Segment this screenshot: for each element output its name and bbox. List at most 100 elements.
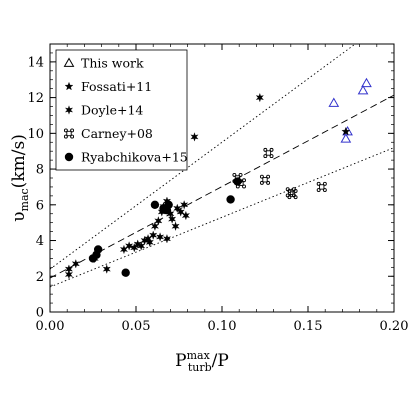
y-tick-label: 8 <box>36 163 44 178</box>
axes: 0.00 0.05 0.10 0.15 0.20 0 2 4 6 8 10 12 14 <box>27 43 409 334</box>
cmd-mark-loop <box>63 128 68 133</box>
title-subscript: mac <box>18 188 31 211</box>
cmd-mark-loop <box>266 180 271 185</box>
cmd-mark-loop <box>259 174 264 179</box>
title-tail: (km/s) <box>9 134 29 188</box>
cmd-mark-loop <box>293 189 298 193</box>
data-point-this-work <box>361 77 372 88</box>
cmd-mark-body <box>66 130 72 137</box>
legend-marker-this-work <box>63 57 75 67</box>
series-this-work <box>328 77 372 143</box>
cmd-mark-loop <box>269 147 274 152</box>
x-tick-label: 0.10 <box>208 319 237 334</box>
data-point-doyle-14 <box>154 216 163 226</box>
data-point-this-work <box>340 133 352 143</box>
data-point-doyle-14 <box>71 259 80 269</box>
cmd-mark-body <box>319 184 325 190</box>
y-tick-label: 0 <box>36 306 44 321</box>
data-point-doyle-14 <box>168 214 177 224</box>
cmd-mark-body <box>265 150 272 156</box>
x-tick-label: 0.20 <box>380 319 409 334</box>
legend-marker-ryabchikova-15 <box>64 152 74 162</box>
data-point-doyle-14 <box>162 234 172 244</box>
title-subscript: turb <box>188 361 212 374</box>
y-tick-label: 6 <box>36 198 44 213</box>
data-point-ryabchikova-15 <box>150 200 160 209</box>
legend-marker-fossati-11 <box>64 81 74 91</box>
data-point-fossati-11 <box>341 126 351 136</box>
data-point-ryabchikova-15 <box>93 245 103 254</box>
cmd-mark-loop <box>242 184 246 189</box>
data-point-carney-08 <box>316 181 327 192</box>
legend-marker-doyle-14 <box>64 105 74 115</box>
cmd-mark-loop <box>293 195 298 200</box>
data-points <box>64 77 372 280</box>
cmd-mark-loop <box>316 181 321 186</box>
data-point-doyle-14 <box>125 241 134 251</box>
cmd-mark-loop <box>70 128 75 133</box>
cmd-mark-loop <box>287 189 292 193</box>
cmd-mark-body <box>262 177 268 183</box>
legend-label-this-work: This work <box>81 56 144 71</box>
data-point-this-work <box>357 84 369 95</box>
cmd-mark-loop <box>322 188 327 192</box>
x-tick-label: 0.00 <box>36 319 65 334</box>
y-tick-label: 4 <box>36 234 44 249</box>
data-point-doyle-14 <box>180 200 189 210</box>
legend-label-carney-08: Carney+08 <box>81 126 153 141</box>
legend-label-doyle-14: Doyle+14 <box>81 103 143 118</box>
series-ryabchikova-15 <box>88 177 242 277</box>
y-tick-label: 2 <box>36 270 44 285</box>
legend-marker-carney-08 <box>63 128 75 139</box>
title-main: υ <box>9 211 29 221</box>
data-point-doyle-14 <box>156 232 165 242</box>
title-tail: /P <box>212 351 229 371</box>
cmd-mark-loop <box>238 172 243 177</box>
cmd-mark-loop <box>263 147 268 152</box>
data-point-ryabchikova-15 <box>233 177 242 186</box>
fit-line-dotted-1 <box>50 44 356 270</box>
data-point-carney-08 <box>287 189 298 200</box>
data-point-doyle-14 <box>190 132 199 142</box>
legend-label-fossati-11: Fossati+11 <box>81 79 152 94</box>
data-point-carney-08 <box>263 147 274 159</box>
data-point-doyle-14 <box>176 207 185 217</box>
data-point-carney-08 <box>259 174 271 185</box>
fit-line-dashed-0 <box>50 94 394 279</box>
data-point-doyle-14 <box>171 221 180 231</box>
data-point-doyle-14 <box>119 244 129 255</box>
x-axis-title: Pmax turb/P <box>175 349 229 374</box>
x-tick-label: 0.05 <box>122 319 151 334</box>
series-fossati-11 <box>341 126 351 136</box>
data-point-doyle-14 <box>149 230 158 240</box>
cmd-mark-loop <box>70 134 75 139</box>
data-point-doyle-14 <box>145 237 154 247</box>
data-point-doyle-14 <box>64 269 73 280</box>
y-axis-title: υmac(km/s) <box>9 134 31 222</box>
data-point-doyle-14 <box>102 264 111 274</box>
fit-lines <box>50 44 394 288</box>
cmd-mark-loop <box>287 195 292 200</box>
data-point-doyle-14 <box>181 210 190 221</box>
y-tick-label: 12 <box>27 91 44 106</box>
y-tick-label: 10 <box>27 127 44 142</box>
y-tick-label: 14 <box>27 55 44 70</box>
legend-label-ryabchikova-15: Ryabchikova+15 <box>81 150 188 165</box>
cmd-mark-loop <box>269 154 274 159</box>
data-point-ryabchikova-15 <box>121 268 130 277</box>
title-superscript: max <box>187 349 211 362</box>
legend-box <box>55 49 188 171</box>
series-carney-08 <box>232 147 327 200</box>
legend: This work Fossati+11 Doyle+14 Carney+08 Ryab… <box>55 49 188 171</box>
data-point-this-work <box>328 97 340 107</box>
cmd-mark-body <box>289 191 296 197</box>
data-point-ryabchikova-15 <box>226 195 235 204</box>
cmd-mark-loop <box>316 188 321 192</box>
data-point-ryabchikova-15 <box>164 200 173 209</box>
cmd-mark-loop <box>63 134 68 139</box>
cmd-mark-loop <box>322 181 327 186</box>
cmd-mark-loop <box>266 174 271 179</box>
data-point-doyle-14 <box>64 264 73 274</box>
cmd-mark-loop <box>232 172 237 177</box>
